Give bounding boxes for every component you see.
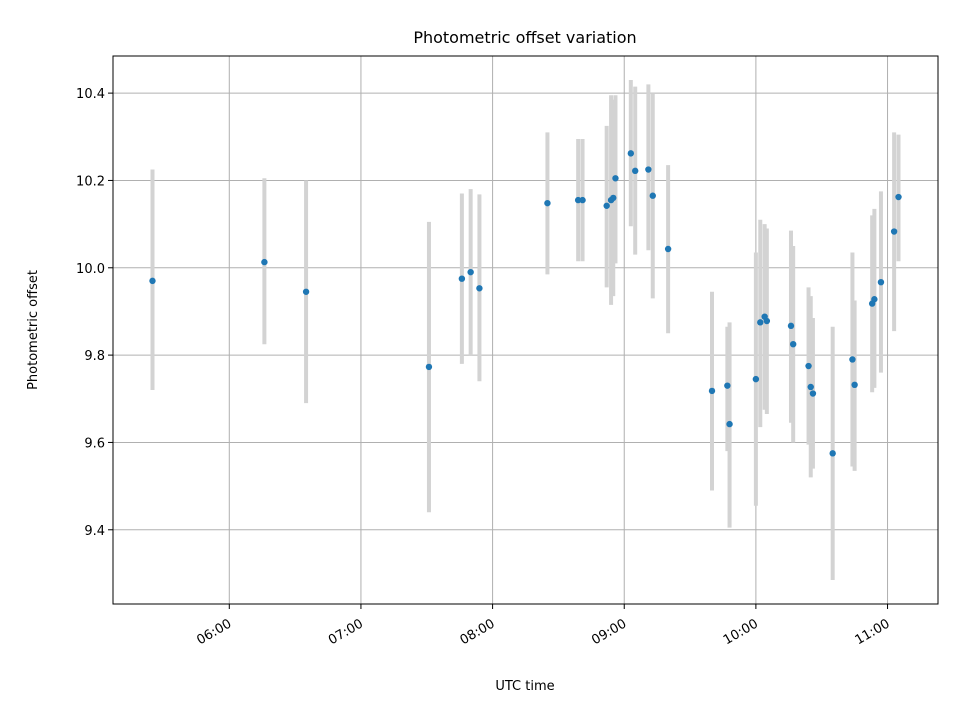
chart-title: Photometric offset variation: [413, 28, 636, 47]
data-point: [149, 277, 156, 285]
data-point: [809, 390, 817, 397]
data-point: [645, 166, 652, 173]
y-tick-label: 10.2: [76, 174, 105, 189]
y-axis-ticks: 9.4 9.6 9.8 10.0 10.2 10.4: [76, 87, 113, 539]
data-point: [726, 420, 733, 428]
data-point: [649, 192, 656, 199]
data-point: [612, 175, 619, 182]
data-point: [763, 317, 771, 325]
data-point: [302, 288, 310, 295]
x-tick-label: 06:00: [194, 616, 234, 648]
data-point: [805, 362, 812, 370]
data-point: [851, 381, 858, 388]
y-tick-label: 10.0: [76, 262, 105, 277]
data-point: [574, 196, 582, 204]
errorbar-layer: [150, 80, 901, 580]
data-point: [458, 275, 466, 282]
y-tick-label: 9.8: [84, 349, 105, 364]
data-point: [829, 450, 836, 457]
data-point: [425, 363, 433, 371]
data-point: [724, 382, 731, 389]
x-axis-label: UTC time: [495, 679, 554, 694]
data-point: [871, 296, 878, 303]
data-point: [476, 285, 483, 292]
y-tick-label: 9.6: [84, 436, 105, 451]
x-axis-ticks: 06:00 07:00 08:00 09:00 10:00 11:00: [194, 604, 893, 648]
x-tick-label: 07:00: [326, 616, 366, 648]
y-tick-label: 9.4: [84, 524, 105, 539]
y-tick-label: 10.4: [76, 87, 105, 102]
data-point: [708, 387, 716, 395]
data-point: [787, 322, 795, 330]
data-point: [807, 383, 814, 391]
x-tick-label: 11:00: [853, 616, 893, 648]
data-point: [877, 278, 885, 286]
data-point: [579, 196, 586, 204]
data-point: [895, 193, 902, 201]
data-point: [664, 245, 672, 253]
data-point: [603, 202, 610, 209]
x-tick-label: 09:00: [589, 616, 629, 648]
data-point: [632, 167, 639, 175]
data-point: [789, 340, 797, 348]
data-point: [890, 228, 898, 235]
data-point: [752, 375, 760, 383]
data-point: [467, 268, 474, 276]
plot-frame: [112, 55, 939, 605]
data-point: [849, 356, 856, 363]
data-point: [610, 194, 617, 202]
data-point: [757, 319, 764, 326]
data-point: [627, 150, 635, 157]
data-point-layer: [149, 150, 902, 457]
data-point: [544, 199, 551, 207]
x-tick-label: 10:00: [721, 616, 761, 648]
x-tick-label: 08:00: [458, 616, 498, 648]
data-point: [261, 258, 268, 266]
y-axis-label: Photometric offset: [26, 270, 41, 390]
